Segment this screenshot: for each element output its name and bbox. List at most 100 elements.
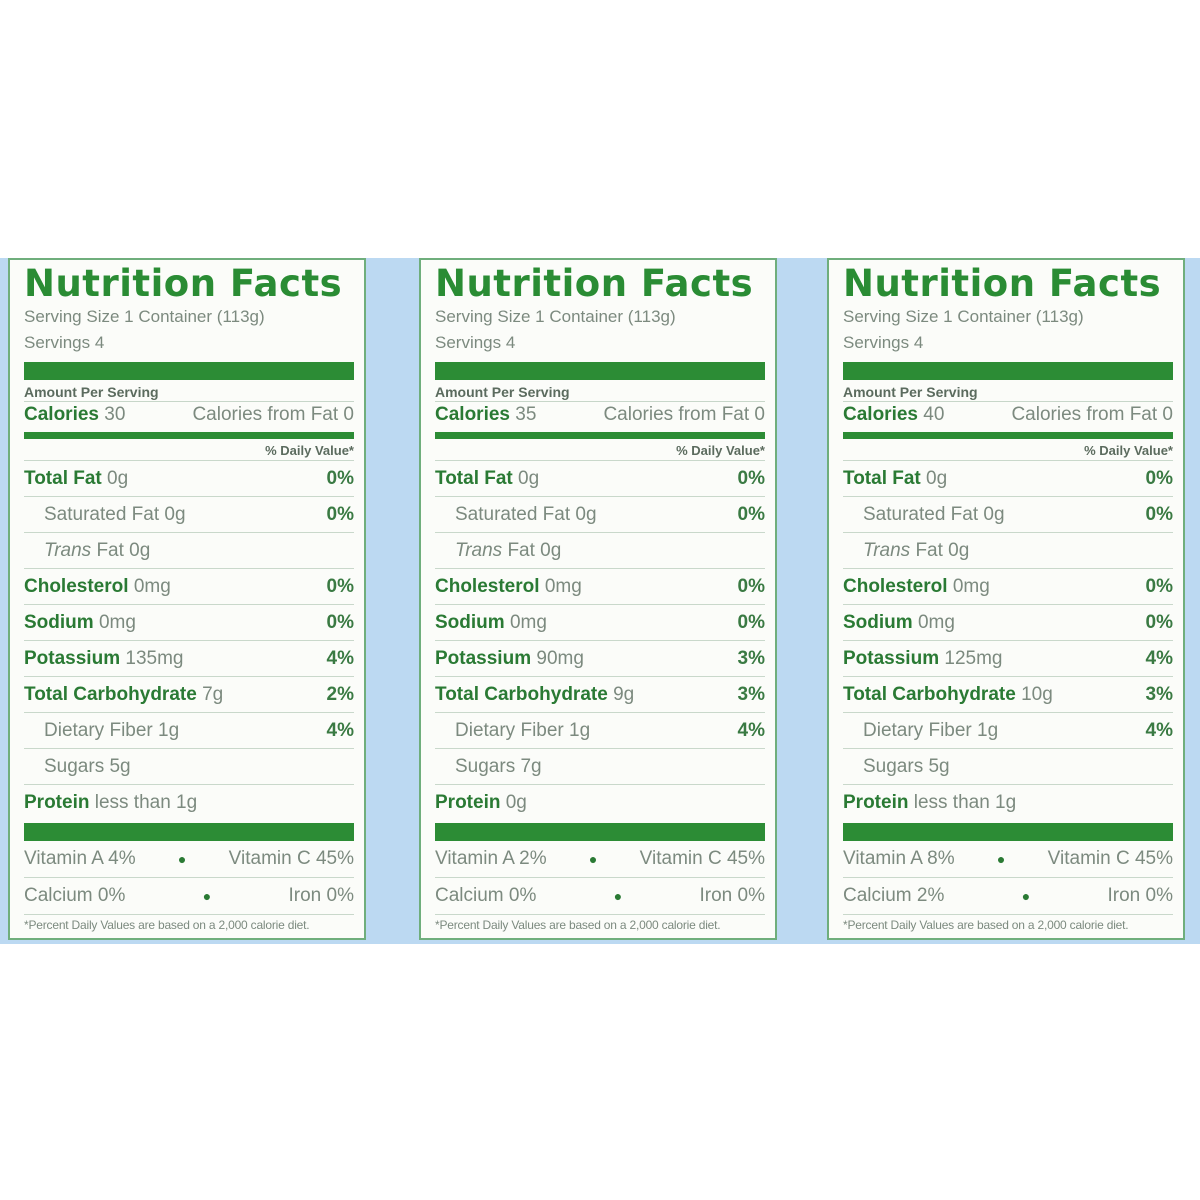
nutrient-amount: less than 1g: [913, 791, 1017, 813]
nutrient-name: Potassium: [843, 647, 940, 669]
nutrient-label-group: Protein less than 1g: [24, 792, 197, 814]
divider-thick: [24, 362, 354, 380]
nutrient-label-group: Cholesterol 0mg: [24, 576, 171, 598]
nutrient-label-group: Trans Fat 0g: [843, 540, 969, 562]
serving-size: Serving Size 1 Container (113g): [435, 307, 676, 326]
nutrient-daily-value: 4%: [326, 719, 354, 741]
servings-per-container: Servings 4: [24, 333, 105, 352]
nutrient-amount: 0g: [107, 467, 129, 489]
calories-row: Calories 30 Calories from Fat 0: [24, 401, 354, 428]
nutrient-amount: 9g: [613, 683, 635, 705]
calories-row: Calories 35 Calories from Fat 0: [435, 401, 765, 428]
nutrient-daily-value: 0%: [326, 575, 354, 597]
nutrient-amount: 125mg: [944, 647, 1003, 669]
nutrient-row: Cholesterol 0mg 0%: [843, 568, 1173, 604]
calories-value: 35: [515, 404, 537, 425]
nutrient-amount: 1g: [977, 719, 999, 741]
nutrient-name: Trans: [455, 539, 503, 561]
calories-group: Calories 35: [435, 402, 536, 428]
nutrient-row: Trans Fat 0g: [843, 532, 1173, 568]
nutrient-name: Sugars: [44, 755, 105, 777]
calcium: Calcium 2%: [843, 885, 945, 906]
nutrient-amount: Fat 0g: [915, 539, 970, 561]
nutrient-row: Total Carbohydrate 9g 3%: [435, 676, 765, 712]
amount-per-serving: Amount Per Serving: [843, 384, 978, 400]
nutrient-row: Dietary Fiber 1g 4%: [435, 712, 765, 748]
divider-thick: [843, 362, 1173, 380]
nutrient-row: Total Fat 0g 0%: [24, 460, 354, 496]
nutrient-row: Total Fat 0g 0%: [843, 460, 1173, 496]
amount-per-serving: Amount Per Serving: [24, 384, 159, 400]
divider-thick: [843, 823, 1173, 841]
nutrient-name: Sodium: [843, 611, 913, 633]
nutrient-amount: less than 1g: [94, 791, 198, 813]
nutrient-label-group: Dietary Fiber 1g: [435, 720, 590, 742]
nutrient-name: Cholesterol: [435, 575, 540, 597]
nutrient-label-group: Sugars 7g: [435, 756, 542, 778]
nutrient-daily-value: 0%: [737, 611, 765, 633]
nutrient-daily-value: 3%: [1145, 683, 1173, 705]
nutrient-name: Cholesterol: [843, 575, 948, 597]
nutrient-row: Trans Fat 0g: [435, 532, 765, 568]
nutrient-row: Potassium 135mg 4%: [24, 640, 354, 676]
nutrition-label: Nutrition Facts Serving Size 1 Container…: [8, 258, 366, 940]
daily-value-header: % Daily Value*: [1084, 443, 1173, 458]
calories-label: Calories: [24, 404, 99, 425]
vitamin-row: Vitamin A 2% ● Vitamin C 45%: [435, 841, 765, 878]
nutrient-label-group: Sugars 5g: [843, 756, 950, 778]
nutrient-amount: Fat 0g: [507, 539, 562, 561]
nutrient-row: Saturated Fat 0g 0%: [24, 496, 354, 532]
amount-per-serving: Amount Per Serving: [435, 384, 570, 400]
calories-label: Calories: [843, 404, 918, 425]
nutrient-name: Saturated Fat: [44, 503, 160, 525]
nutrient-row: Sugars 5g: [24, 748, 354, 784]
divider-thick: [435, 362, 765, 380]
nutrient-amount: Fat 0g: [96, 539, 151, 561]
nutrient-daily-value: 0%: [737, 503, 765, 525]
daily-value-header: % Daily Value*: [676, 443, 765, 458]
nutrient-row: Protein 0g: [435, 784, 765, 820]
footnote: *Percent Daily Values are based on a 2,0…: [843, 918, 1129, 932]
nutrient-label-group: Protein less than 1g: [843, 792, 1016, 814]
nutrient-name: Dietary Fiber: [455, 719, 564, 741]
nutrient-daily-value: 4%: [1145, 719, 1173, 741]
nutrient-amount: 1g: [569, 719, 591, 741]
nutrient-label-group: Protein 0g: [435, 792, 527, 814]
nutrient-row: Sugars 5g: [843, 748, 1173, 784]
nutrient-label-group: Cholesterol 0mg: [435, 576, 582, 598]
mineral-row: Calcium 0% ● Iron 0%: [24, 878, 354, 915]
mineral-row: Calcium 0% ● Iron 0%: [435, 878, 765, 915]
nutrient-name: Dietary Fiber: [863, 719, 972, 741]
nutrient-amount: 0g: [505, 791, 527, 813]
calcium: Calcium 0%: [24, 885, 126, 906]
nutrient-row: Cholesterol 0mg 0%: [435, 568, 765, 604]
nutrient-label-group: Saturated Fat 0g: [24, 504, 186, 526]
nutrient-daily-value: 0%: [737, 467, 765, 489]
nutrient-row: Sugars 7g: [435, 748, 765, 784]
nutrient-amount: 0mg: [98, 611, 136, 633]
nutrient-amount: 10g: [1021, 683, 1053, 705]
nutrient-amount: 0mg: [509, 611, 547, 633]
nutrient-label-group: Sugars 5g: [24, 756, 131, 778]
nutrient-daily-value: 4%: [326, 647, 354, 669]
vitamin-c: Vitamin C 45%: [228, 848, 354, 869]
nutrient-row: Dietary Fiber 1g 4%: [843, 712, 1173, 748]
nutrient-label-group: Total Carbohydrate 10g: [843, 684, 1053, 706]
nutrition-label: Nutrition Facts Serving Size 1 Container…: [827, 258, 1185, 940]
vitamin-a: Vitamin A 2%: [435, 848, 547, 869]
nutrient-row: Trans Fat 0g: [24, 532, 354, 568]
nutrient-name: Trans: [44, 539, 92, 561]
nutrient-daily-value: 0%: [1145, 611, 1173, 633]
footnote: *Percent Daily Values are based on a 2,0…: [24, 918, 310, 932]
nutrient-name: Sodium: [24, 611, 94, 633]
nutrient-label-group: Potassium 90mg: [435, 648, 584, 670]
calories-from-fat: Calories from Fat 0: [192, 404, 354, 425]
bullet-icon: ●: [613, 888, 623, 904]
nutrient-row: Saturated Fat 0g 0%: [843, 496, 1173, 532]
nutrient-daily-value: 0%: [326, 611, 354, 633]
nutrient-label-group: Total Fat 0g: [843, 468, 947, 490]
nutrient-name: Trans: [863, 539, 911, 561]
nutrient-row: Sodium 0mg 0%: [24, 604, 354, 640]
nutrient-label-group: Sodium 0mg: [435, 612, 547, 634]
nutrient-daily-value: 0%: [1145, 503, 1173, 525]
